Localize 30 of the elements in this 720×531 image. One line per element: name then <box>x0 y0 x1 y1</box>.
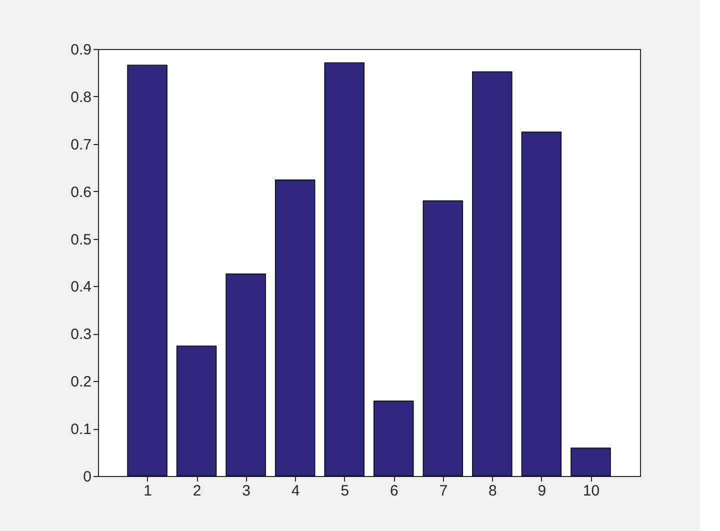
y-tick-label: 0 <box>83 468 92 486</box>
bar <box>226 273 266 476</box>
bar <box>422 200 464 476</box>
x-tick-label: 5 <box>340 482 350 500</box>
y-tick-label: 0.8 <box>70 88 92 106</box>
bar <box>274 180 316 476</box>
bar <box>521 132 562 476</box>
x-tick-label: 1 <box>144 482 152 500</box>
bar <box>127 64 168 476</box>
x-tick-label: 8 <box>488 482 497 500</box>
bar <box>472 71 512 476</box>
y-tick-label: 0.2 <box>70 374 92 391</box>
y-tick-label: 0.6 <box>70 184 92 201</box>
x-tick-label: 7 <box>439 482 448 500</box>
y-tick-label: 0.4 <box>70 278 92 296</box>
bar <box>176 346 217 476</box>
y-tick-label: 0.1 <box>70 421 92 438</box>
y-tick-label: 0.3 <box>70 326 92 344</box>
y-tick-label: 0.7 <box>70 136 92 154</box>
x-tick-label: 3 <box>242 482 250 500</box>
y-tick-label: 0.5 <box>70 231 92 248</box>
x-tick-label: 4 <box>291 482 300 500</box>
x-tick-label: 10 <box>582 482 600 500</box>
bar <box>570 448 611 476</box>
y-tick-label: 0.9 <box>70 42 92 58</box>
bar <box>324 62 364 476</box>
bar <box>374 400 414 476</box>
x-tick-label: 9 <box>538 482 546 500</box>
x-tick-label: 6 <box>390 482 398 500</box>
x-tick-label: 2 <box>192 482 202 500</box>
